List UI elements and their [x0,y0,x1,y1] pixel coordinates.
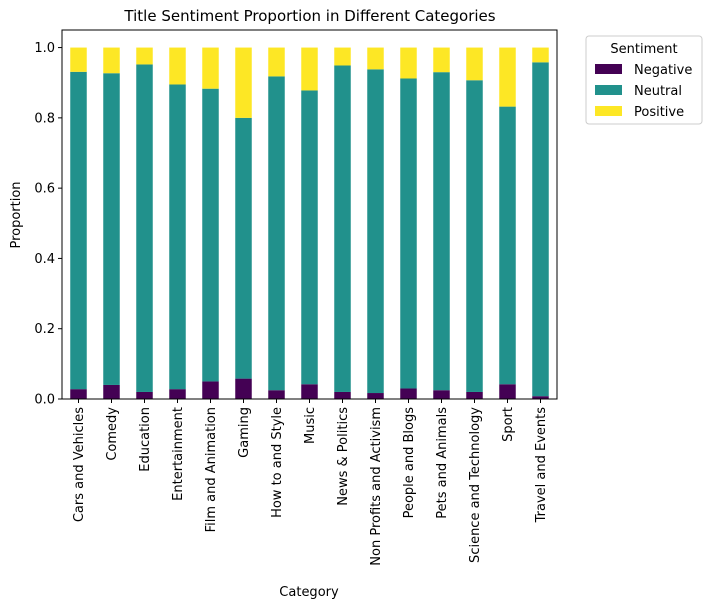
bar-negative-7 [301,384,318,399]
legend-box [585,35,703,125]
legend-swatch-positive [595,106,622,116]
bar-positive-10 [400,47,417,79]
bar-positive-13 [499,47,516,107]
bar-neutral-2 [136,64,153,392]
bar-negative-1 [103,384,120,399]
bar-negative-10 [400,388,417,399]
y-tick-label-5: 1.0 [34,41,55,56]
legend-label-negative: Negative [634,63,692,78]
bar-positive-5 [235,47,252,118]
bar-negative-5 [235,378,252,399]
bar-positive-4 [202,47,219,89]
bar-neutral-10 [400,78,417,389]
bar-neutral-11 [433,72,450,391]
y-axis-label: Proportion [9,181,24,248]
x-tick-label-12: Science and Technology [468,407,483,563]
x-tick-label-10: People and Blogs [402,407,417,519]
x-tick-label-9: Non Profits and Activism [369,407,384,566]
bar-neutral-1 [103,73,120,385]
bar-negative-0 [70,389,87,399]
bar-neutral-14 [532,62,549,397]
bar-positive-6 [268,47,285,77]
x-tick-label-8: News & Politics [336,407,351,506]
x-tick-label-11: Pets and Animals [435,407,450,519]
bars [70,47,549,399]
bar-positive-12 [466,47,483,81]
bar-negative-11 [433,390,450,399]
legend: Sentiment Negative Neutral Positive [585,35,703,125]
bar-positive-3 [169,47,186,85]
bar-positive-11 [433,47,450,73]
x-axis: Cars and Vehicles Comedy Education Entertai… [72,399,549,566]
bar-neutral-13 [499,106,516,385]
bar-neutral-5 [235,117,252,379]
bar-negative-9 [367,393,384,399]
bar-neutral-4 [202,88,219,382]
bar-neutral-12 [466,80,483,392]
chart-title: Title Sentiment Proportion in Different … [123,7,495,25]
x-tick-label-2: Education [138,407,153,472]
bar-neutral-3 [169,84,186,390]
x-tick-label-14: Travel and Events [534,407,549,524]
legend-items: Negative Neutral Positive [595,63,692,120]
y-tick-label-2: 0.4 [34,252,55,267]
bar-positive-1 [103,47,120,74]
bar-neutral-6 [268,76,285,391]
x-tick-label-7: Music [303,407,318,444]
y-tick-label-0: 0.0 [34,393,55,408]
bar-negative-6 [268,390,285,399]
bar-positive-14 [532,47,549,63]
legend-title: Sentiment [610,42,677,57]
bar-neutral-8 [334,65,351,392]
x-tick-label-4: Film and Animation [204,407,219,532]
x-tick-label-0: Cars and Vehicles [72,407,87,522]
y-tick-label-3: 0.6 [34,182,55,197]
bar-negative-2 [136,391,153,399]
bar-negative-8 [334,391,351,399]
bar-negative-13 [499,384,516,399]
x-tick-label-13: Sport [501,407,516,442]
bar-negative-4 [202,381,219,399]
bar-neutral-9 [367,69,384,394]
x-tick-label-3: Entertainment [171,407,186,501]
x-axis-label: Category [279,585,339,600]
bar-positive-7 [301,47,318,91]
legend-swatch-neutral [595,85,622,95]
bar-negative-14 [532,396,549,399]
legend-label-positive: Positive [634,105,684,120]
y-tick-label-4: 0.8 [34,111,55,126]
bar-positive-2 [136,47,153,65]
legend-swatch-negative [595,64,622,74]
bar-positive-9 [367,47,384,70]
bar-neutral-7 [301,90,318,385]
y-tick-label-1: 0.2 [34,322,55,337]
legend-label-neutral: Neutral [634,84,682,99]
bar-negative-3 [169,389,186,399]
x-tick-label-6: How to and Style [270,407,285,518]
bar-positive-0 [70,47,87,72]
bar-neutral-0 [70,71,87,390]
x-tick-label-5: Gaming [237,407,252,458]
y-axis: 0.0 0.2 0.4 0.6 0.8 1.0 [34,41,62,408]
x-tick-label-1: Comedy [105,407,120,461]
bar-negative-12 [466,391,483,399]
bar-positive-8 [334,47,351,66]
